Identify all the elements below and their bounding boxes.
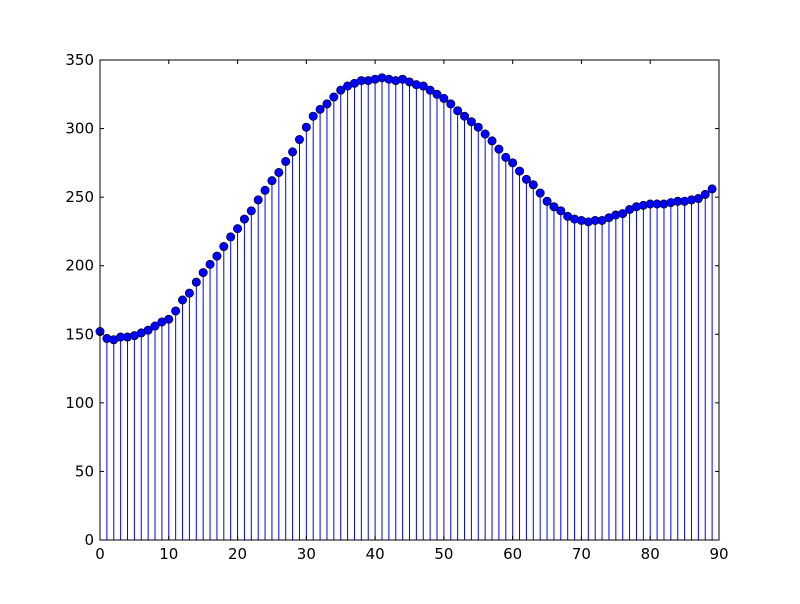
stem-marker: [446, 99, 456, 109]
stem-marker: [425, 85, 435, 95]
x-tick-label: 50: [434, 545, 453, 563]
y-tick-label: 300: [65, 120, 94, 138]
stem-marker: [535, 188, 545, 198]
stem-marker: [487, 136, 497, 146]
stem-marker: [267, 176, 277, 186]
markers-layer: [95, 73, 717, 345]
stem-marker: [260, 185, 270, 195]
tick-labels-layer: 0 10 20 30 40 50 60 70 80 90 0 50 100 150 200 250 300 350: [65, 51, 728, 563]
stem-marker: [322, 99, 332, 109]
ticks-layer: [99, 59, 720, 541]
x-tick-label: 90: [709, 545, 728, 563]
stem-marker: [329, 92, 339, 102]
stem-marker: [528, 180, 538, 190]
stem-marker: [460, 111, 470, 121]
y-tick-label: 50: [75, 462, 94, 480]
stem-marker: [439, 93, 449, 103]
stem-marker: [707, 184, 717, 194]
stem-marker: [233, 224, 243, 234]
stem-marker: [226, 232, 236, 242]
stem-marker: [549, 202, 559, 212]
x-tick-label: 10: [159, 545, 178, 563]
stem-marker: [288, 147, 298, 157]
plot-area-frame: [99, 59, 720, 541]
stem-marker: [315, 104, 325, 114]
stem-marker: [542, 196, 552, 206]
y-tick-label: 100: [65, 394, 94, 412]
stem-marker: [253, 195, 263, 205]
stem-marker: [205, 259, 215, 269]
stem-marker: [150, 321, 160, 331]
stem-marker: [508, 158, 518, 168]
x-tick-label: 30: [297, 545, 316, 563]
stem-marker: [432, 89, 442, 99]
y-tick-label: 250: [65, 188, 94, 206]
stem-marker: [301, 122, 311, 132]
stem-marker: [501, 152, 511, 162]
stem-marker: [219, 242, 229, 252]
stem-marker: [693, 194, 703, 204]
stem-marker: [294, 135, 304, 145]
y-tick-label: 0: [84, 531, 94, 549]
stem-marker: [184, 288, 194, 298]
stem-marker: [198, 268, 208, 278]
stem-marker: [171, 306, 181, 316]
stem-marker: [164, 314, 174, 324]
stem-marker: [308, 111, 318, 121]
x-tick-label: 0: [95, 545, 105, 563]
stem-marker: [246, 206, 256, 216]
stem-marker: [274, 167, 284, 177]
stem-marker: [212, 251, 222, 261]
stem-marker: [191, 277, 201, 287]
stem-marker: [494, 144, 504, 154]
y-tick-label: 350: [65, 51, 94, 69]
stem-marker: [453, 106, 463, 116]
stem-marker: [143, 325, 153, 335]
stem-marker: [178, 295, 188, 305]
stem-marker: [515, 166, 525, 176]
x-tick-label: 20: [228, 545, 247, 563]
x-tick-label: 40: [366, 545, 385, 563]
stem-marker: [336, 85, 346, 95]
stem-marker: [618, 209, 628, 219]
stem-marker: [418, 81, 428, 91]
stems-layer: [99, 77, 713, 540]
stem-marker: [480, 129, 490, 139]
stem-marker: [556, 206, 566, 216]
x-tick-label: 70: [572, 545, 591, 563]
x-tick-label: 80: [641, 545, 660, 563]
y-tick-label: 200: [65, 257, 94, 275]
stem-marker: [473, 122, 483, 132]
stem-marker: [700, 189, 710, 199]
stem-marker: [281, 156, 291, 166]
stem-marker: [521, 174, 531, 184]
y-tick-label: 150: [65, 325, 94, 343]
stem-marker: [466, 117, 476, 127]
stem-marker: [239, 214, 249, 224]
x-tick-label: 60: [503, 545, 522, 563]
